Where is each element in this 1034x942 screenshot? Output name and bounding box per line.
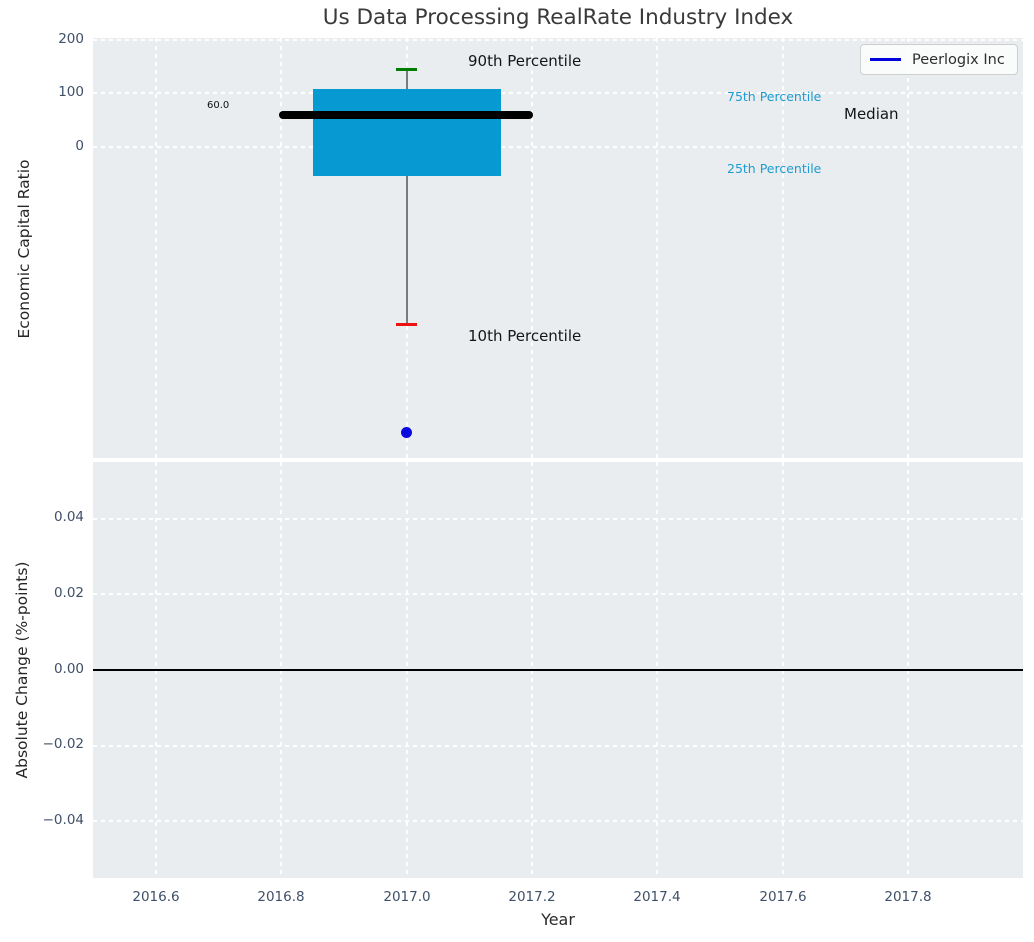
boxplot-10th-percentile-cap [396, 323, 417, 326]
boxplot-median-line [279, 111, 533, 119]
top-yaxis-label: Economic Capital Ratio [15, 159, 33, 339]
gridline-horizontal [93, 518, 1023, 520]
gridline-horizontal [93, 92, 1023, 94]
legend-label: Peerlogix Inc [912, 51, 1005, 68]
bottom-ytick-neg0.04: −0.04 [42, 812, 84, 828]
annotation-75th-percentile: 75th Percentile [727, 89, 822, 104]
bottom-ytick-0.04: 0.04 [53, 509, 84, 525]
bottom-ytick-neg0.02: −0.02 [42, 736, 84, 752]
xtick-2017.4: 2017.4 [633, 889, 681, 905]
gridline-horizontal [93, 745, 1023, 747]
xtick-2017.2: 2017.2 [508, 889, 556, 905]
xtick-2016.8: 2016.8 [257, 889, 305, 905]
gridline-horizontal [93, 593, 1023, 595]
annotation-90th-percentile: 90th Percentile [468, 52, 582, 70]
top-ytick-200: 200 [58, 31, 84, 47]
bottom-plot-area [93, 462, 1023, 878]
zero-reference-line [93, 669, 1023, 671]
bottom-yaxis-label: Absolute Change (%-points) [13, 561, 31, 779]
annotation-10th-percentile: 10th Percentile [468, 327, 582, 345]
boxplot-iqr-box [313, 89, 501, 176]
gridline-vertical [155, 38, 157, 458]
top-ytick-0: 0 [75, 138, 84, 154]
gridline-horizontal [93, 39, 1023, 41]
median-value-label: 60.0 [207, 100, 230, 111]
xtick-2017.6: 2017.6 [759, 889, 807, 905]
gridline-vertical [280, 38, 282, 458]
gridline-vertical [782, 38, 784, 458]
bottom-ytick-0.02: 0.02 [53, 585, 84, 601]
boxplot-90th-percentile-cap [396, 68, 417, 71]
chart-title: Us Data Processing RealRate Industry Ind… [322, 5, 794, 30]
gridline-horizontal [93, 146, 1023, 148]
annotation-median: Median [844, 105, 899, 123]
legend-line-icon [870, 58, 901, 61]
gridline-vertical [531, 38, 533, 458]
peerlogix-data-point [401, 427, 412, 438]
bottom-ytick-0.00: 0.00 [53, 661, 84, 677]
xtick-2017.0: 2017.0 [383, 889, 431, 905]
top-ytick-100: 100 [58, 84, 84, 100]
annotation-25th-percentile: 25th Percentile [727, 161, 822, 176]
top-plot-area: 60.0 90th Percentile 75th Percentile Med… [93, 38, 1023, 458]
gridline-vertical [907, 38, 909, 458]
gridline-vertical [656, 38, 658, 458]
gridline-horizontal [93, 820, 1023, 822]
xtick-2017.8: 2017.8 [884, 889, 932, 905]
boxplot-whisker [406, 70, 408, 325]
legend: Peerlogix Inc [860, 44, 1018, 75]
xaxis-label: Year [541, 910, 575, 929]
xtick-2016.6: 2016.6 [132, 889, 180, 905]
